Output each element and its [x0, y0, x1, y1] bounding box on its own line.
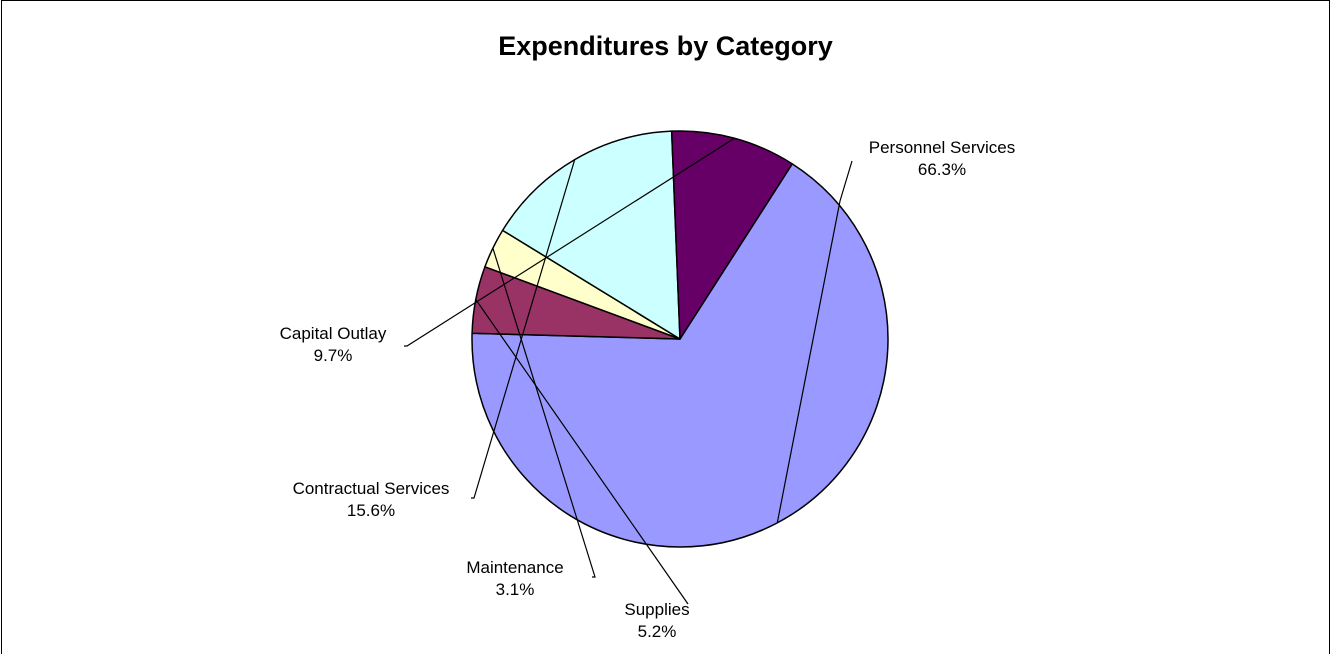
leader-line — [776, 160, 853, 523]
leader-line — [404, 137, 735, 347]
leader-line — [471, 159, 576, 499]
slice-percent-label: 15.6% — [347, 501, 395, 520]
slice-label: Supplies — [624, 600, 689, 619]
leader-line — [475, 299, 689, 605]
slice-percent-label: 9.7% — [314, 346, 353, 365]
slice-label: Contractual Services — [293, 479, 450, 498]
slice-percent-label: 5.2% — [638, 622, 677, 641]
slice-label: Personnel Services — [869, 138, 1015, 157]
slice-label: Capital Outlay — [280, 324, 387, 343]
slice-label: Maintenance — [466, 558, 563, 577]
chart-title: Expenditures by Category — [498, 31, 833, 61]
slice-percent-label: 3.1% — [496, 580, 535, 599]
slice-percent-label: 66.3% — [918, 160, 966, 179]
leader-line — [492, 247, 596, 578]
